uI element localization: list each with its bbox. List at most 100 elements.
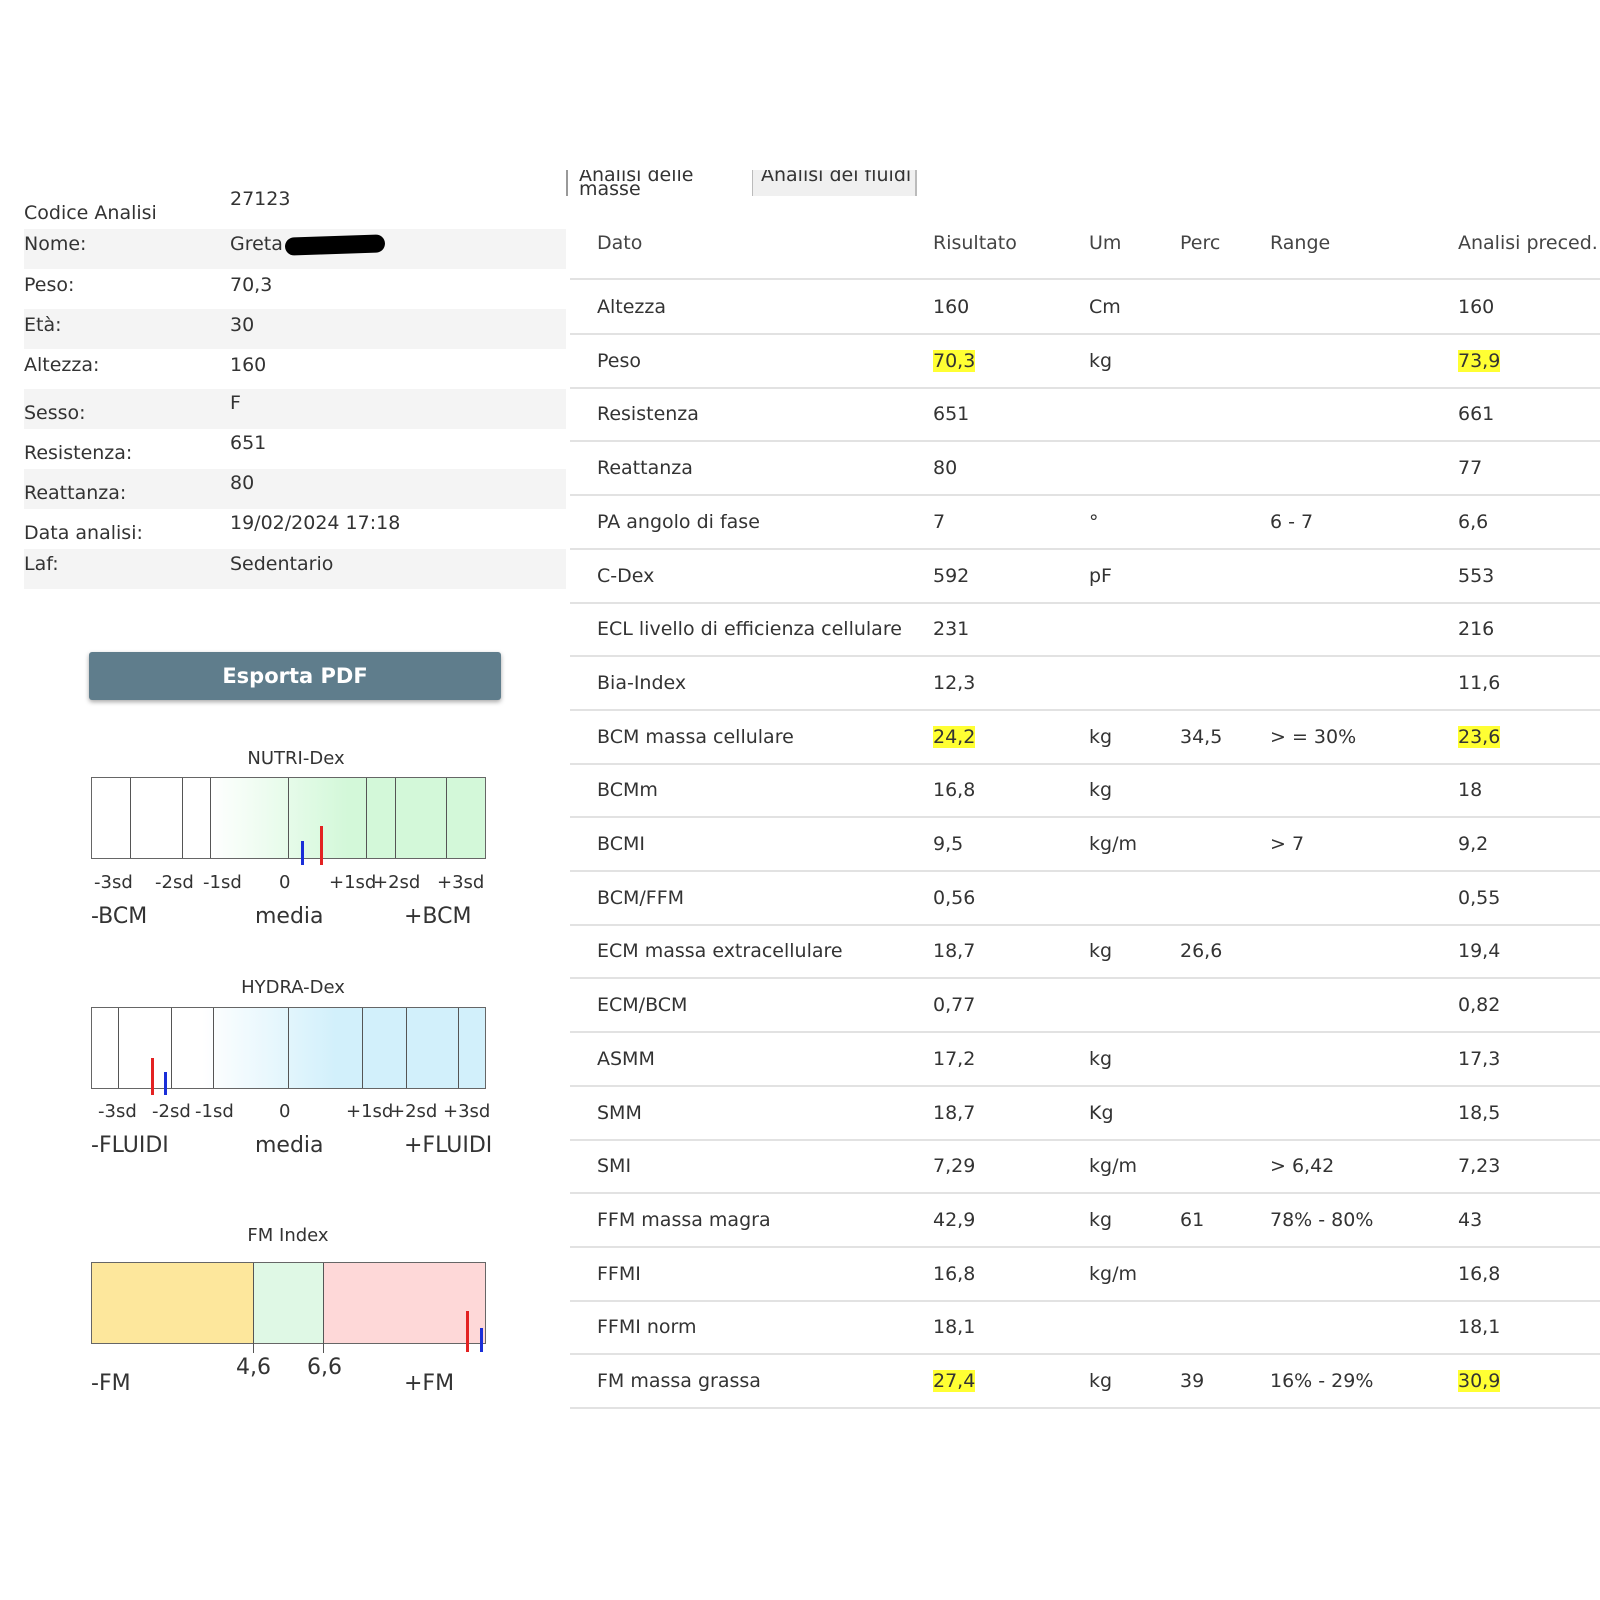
cell-prec: 23,6 [1458, 725, 1501, 748]
hydra-current-marker [151, 1058, 154, 1095]
cell-risultato: 18,7 [933, 940, 976, 963]
fm-current-marker [466, 1311, 469, 1352]
info-row-nome: Nome: Greta [24, 229, 566, 269]
nutri-tick: +1sd [329, 872, 377, 893]
hydra-tick: -3sd [98, 1101, 137, 1122]
info-label: Sesso: [24, 402, 86, 424]
cell-range: > 6,42 [1270, 1155, 1335, 1178]
cell-risultato: 160 [933, 296, 970, 318]
nutri-current-marker [320, 826, 323, 865]
info-row-reattanza: Reattanza: 80 [24, 469, 566, 509]
cell-um: Cm [1089, 296, 1121, 318]
cell-range: 6 - 7 [1270, 510, 1314, 533]
nutri-tick: 0 [279, 872, 291, 893]
cell-risultato: 592 [933, 564, 970, 587]
info-row-altezza: Altezza: 160 [24, 349, 566, 389]
info-row-laf: Laf: Sedentario [24, 549, 566, 589]
table-row: BCMm 16,8 kg 18 [570, 763, 1600, 819]
nutri-tick: +3sd [437, 872, 485, 893]
cell-prec: 16,8 [1458, 1262, 1501, 1285]
cell-um: kg [1089, 940, 1113, 963]
cell-prec: 553 [1458, 564, 1495, 587]
info-value: 19/02/2024 17:18 [230, 512, 401, 534]
header-analisi-preced: Analisi preced. [1458, 232, 1598, 254]
cell-range: 16% - 29% [1270, 1370, 1374, 1392]
nutri-dex-scale [91, 777, 486, 865]
table-row: ECM/BCM 0,77 0,82 [570, 978, 1600, 1034]
cell-prec: 19,4 [1458, 940, 1501, 963]
info-value: F [230, 392, 241, 414]
info-row-sesso: Sesso: F [24, 389, 566, 429]
header-range: Range [1270, 232, 1331, 254]
info-label: Data analisi: [24, 522, 143, 544]
fm-previous-marker [480, 1328, 483, 1352]
cell-dato: BCM/FFM [597, 886, 685, 909]
table-row: ECM massa extracellulare 18,7 kg 26,6 19,4 [570, 924, 1600, 980]
header-risultato: Risultato [933, 232, 1017, 254]
cell-prec: 160 [1458, 296, 1495, 318]
cell-dato: Resistenza [597, 403, 699, 426]
cell-dato: SMM [597, 1101, 642, 1124]
cell-risultato: 42,9 [933, 1208, 976, 1231]
cell-perc: 26,6 [1180, 940, 1223, 963]
nutri-high-label: +BCM [404, 904, 472, 929]
info-value: 30 [230, 314, 255, 336]
cell-dato: ECM/BCM [597, 994, 688, 1017]
info-value: 70,3 [230, 274, 273, 296]
cell-risultato: 7 [933, 510, 946, 533]
info-label: Laf: [24, 553, 59, 575]
cell-risultato: 18,7 [933, 1101, 976, 1124]
table-row: Peso 70,3 kg 73,9 [570, 334, 1600, 389]
info-label: Altezza: [24, 354, 100, 376]
nutri-mid-label: media [255, 904, 324, 929]
fm-normal-zone [253, 1263, 323, 1343]
nutri-tick: -2sd [155, 872, 194, 893]
cell-dato: FM massa grassa [597, 1370, 761, 1392]
info-value: Sedentario [230, 553, 334, 575]
nutri-low-label: -BCM [91, 904, 148, 929]
export-pdf-button[interactable]: Esporta PDF [89, 652, 501, 700]
cell-perc: 61 [1180, 1208, 1205, 1231]
cell-um: ° [1089, 510, 1099, 533]
tab-analisi-fluidi[interactable]: Analisi dei fluidi [752, 170, 917, 196]
hydra-mid-label: media [255, 1133, 324, 1158]
cell-prec: 43 [1458, 1208, 1483, 1231]
table-row: BCMI 9,5 kg/m > 7 9,2 [570, 817, 1600, 872]
info-row-peso: Peso: 70,3 [24, 269, 566, 309]
nutri-tick: -1sd [203, 872, 242, 893]
hydra-tick: +2sd [390, 1101, 438, 1122]
info-row-resistenza: Resistenza: 651 [24, 429, 566, 469]
cell-risultato: 16,8 [933, 779, 976, 802]
cell-dato: ECL livello di efficienza cellulare [597, 618, 902, 641]
cell-range: > = 30% [1270, 725, 1357, 748]
table-row: BCM massa cellulare 24,2 kg 34,5 > = 30% 23,6 [570, 710, 1600, 765]
info-label: Codice Analisi [24, 202, 157, 224]
info-label: Reattanza: [24, 482, 127, 504]
cell-um: kg [1089, 349, 1113, 372]
table-row: Reattanza 80 77 [570, 441, 1600, 497]
table-row: SMM 18,7 Kg 18,5 [570, 1086, 1600, 1141]
table-row: FFM massa magra 42,9 kg 61 78% - 80% 43 [570, 1193, 1600, 1248]
table-row: SMI 7,29 kg/m > 6,42 7,23 [570, 1139, 1600, 1195]
cell-risultato: 651 [933, 403, 970, 426]
cell-dato: Altezza [597, 296, 667, 318]
cell-dato: Reattanza [597, 457, 693, 480]
info-row-codice: Codice Analisi 27123 [24, 188, 566, 236]
hydra-high-label: +FLUIDI [404, 1133, 493, 1158]
cell-risultato: 80 [933, 457, 958, 480]
header-um: Um [1089, 232, 1122, 254]
cell-dato: BCMm [597, 779, 658, 802]
info-row-eta: Età: 30 [24, 309, 566, 349]
hydra-tick: +1sd [346, 1101, 394, 1122]
table-row: Bia-Index 12,3 11,6 [570, 656, 1600, 711]
cell-risultato: 24,2 [933, 725, 976, 748]
info-label: Età: [24, 314, 62, 336]
cell-dato: FFM massa magra [597, 1208, 771, 1231]
cell-dato: ASMM [597, 1047, 655, 1070]
tab-analisi-masse[interactable]: Analisi delle masse [579, 170, 694, 196]
nutri-previous-marker [301, 841, 304, 865]
cell-um: kg [1089, 779, 1113, 802]
table-row: Resistenza 651 661 [570, 387, 1600, 443]
table-row: ASMM 17,2 kg 17,3 [570, 1032, 1600, 1087]
cell-um: kg/m [1089, 833, 1137, 855]
